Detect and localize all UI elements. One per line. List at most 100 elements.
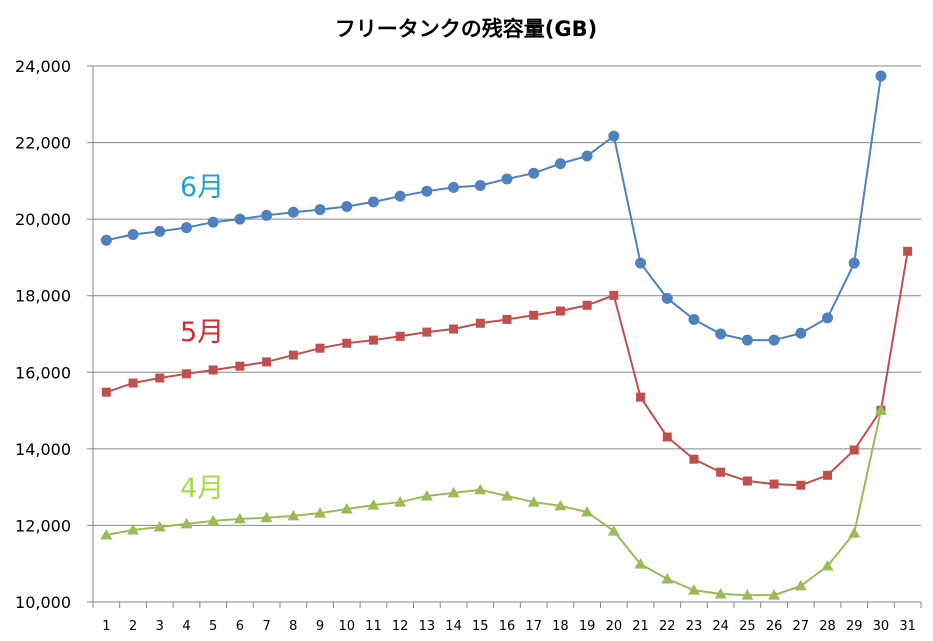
series-line bbox=[106, 251, 909, 487]
x-tick-label: 31 bbox=[899, 619, 916, 634]
series-group bbox=[100, 70, 913, 600]
data-point bbox=[661, 292, 673, 304]
x-tick-label: 1 bbox=[102, 619, 110, 634]
data-point bbox=[100, 234, 112, 246]
data-point bbox=[101, 387, 111, 397]
data-point bbox=[502, 314, 512, 324]
data-point bbox=[501, 173, 513, 185]
y-tick-label: 14,000 bbox=[15, 440, 71, 459]
x-tick-label: 8 bbox=[289, 619, 297, 634]
x-tick-label: 26 bbox=[766, 619, 783, 634]
data-point bbox=[821, 560, 834, 571]
data-point bbox=[555, 306, 565, 316]
data-point bbox=[823, 470, 833, 480]
data-point bbox=[768, 334, 780, 346]
data-point bbox=[128, 378, 138, 388]
series-may bbox=[101, 246, 913, 490]
x-tick-label: 6 bbox=[236, 619, 244, 634]
x-tick-label: 13 bbox=[419, 619, 436, 634]
x-axis: 1 2 3 4 5 6 7 8 9 10 11 12 13 14 15 16 17 18 19 20 21 22 23 24 2… bbox=[92, 601, 922, 634]
data-point bbox=[848, 527, 861, 538]
x-tick-label: 16 bbox=[499, 619, 516, 634]
data-point bbox=[608, 130, 620, 142]
x-tick-label: 3 bbox=[156, 619, 164, 634]
data-point bbox=[180, 222, 192, 234]
data-point bbox=[634, 558, 647, 569]
data-point bbox=[394, 190, 406, 202]
data-point bbox=[449, 324, 459, 334]
data-point bbox=[716, 467, 726, 477]
data-point bbox=[688, 313, 700, 325]
data-point bbox=[127, 228, 139, 240]
x-tick-label: 9 bbox=[316, 619, 324, 634]
y-axis: 10,000 12,000 14,000 16,000 18,000 20,000 22,0… bbox=[15, 57, 94, 612]
x-tick-label: 19 bbox=[579, 619, 596, 634]
data-point bbox=[314, 204, 326, 216]
x-tick-label: 21 bbox=[632, 619, 649, 634]
data-point bbox=[394, 496, 407, 507]
series-label-may: 5月 bbox=[180, 317, 224, 348]
data-point bbox=[342, 338, 352, 348]
data-point bbox=[262, 357, 272, 367]
data-point bbox=[796, 480, 806, 490]
data-point bbox=[154, 225, 166, 237]
y-tick-label: 12,000 bbox=[15, 516, 71, 535]
x-tick-label: 10 bbox=[338, 619, 355, 634]
x-tick-label: 25 bbox=[739, 619, 756, 634]
data-point bbox=[874, 404, 887, 415]
x-tick-label: 30 bbox=[873, 619, 890, 634]
y-tick-label: 18,000 bbox=[15, 287, 71, 306]
data-point bbox=[875, 70, 887, 82]
data-point bbox=[848, 257, 860, 269]
data-point bbox=[795, 327, 807, 339]
data-point bbox=[554, 158, 566, 170]
data-point bbox=[127, 524, 140, 535]
x-tick-label: 5 bbox=[209, 619, 217, 634]
x-tick-label: 2 bbox=[129, 619, 137, 634]
x-tick-label: 22 bbox=[659, 619, 676, 634]
data-point bbox=[474, 483, 487, 495]
data-point bbox=[181, 369, 191, 379]
data-point bbox=[528, 167, 540, 179]
data-point bbox=[180, 517, 193, 529]
series-label-april: 4月 bbox=[180, 473, 224, 504]
data-point bbox=[233, 512, 246, 524]
data-point bbox=[742, 476, 752, 486]
data-point bbox=[153, 520, 166, 532]
x-tick-label: 20 bbox=[606, 619, 623, 634]
data-point bbox=[529, 310, 539, 320]
data-point bbox=[794, 579, 807, 591]
series-april bbox=[100, 404, 887, 600]
data-point bbox=[234, 213, 246, 225]
data-point bbox=[768, 589, 781, 600]
y-tick-label: 10,000 bbox=[15, 593, 71, 612]
x-tick-label: 29 bbox=[846, 619, 863, 634]
data-point bbox=[315, 343, 325, 353]
data-point bbox=[554, 499, 567, 511]
data-point bbox=[636, 392, 646, 402]
data-point bbox=[501, 489, 513, 501]
x-tick-label: 17 bbox=[525, 619, 542, 634]
y-tick-label: 16,000 bbox=[15, 363, 71, 382]
data-point bbox=[235, 361, 245, 371]
data-point bbox=[741, 334, 753, 346]
y-tick-label: 22,000 bbox=[15, 134, 71, 153]
x-tick-label: 14 bbox=[445, 619, 462, 634]
series-label-june: 6月 bbox=[180, 172, 224, 203]
data-point bbox=[367, 499, 380, 510]
data-point bbox=[689, 454, 699, 464]
data-point bbox=[341, 201, 353, 213]
data-point bbox=[474, 179, 486, 191]
data-point bbox=[581, 506, 594, 517]
data-point bbox=[420, 489, 433, 501]
data-point bbox=[448, 181, 460, 193]
data-point bbox=[207, 514, 220, 526]
x-tick-label: 11 bbox=[365, 619, 382, 634]
series-line bbox=[106, 75, 882, 342]
data-point bbox=[769, 479, 779, 489]
data-point bbox=[368, 335, 378, 345]
data-point bbox=[208, 365, 218, 375]
data-point bbox=[581, 150, 593, 162]
data-point bbox=[340, 502, 353, 514]
data-point bbox=[155, 373, 165, 383]
